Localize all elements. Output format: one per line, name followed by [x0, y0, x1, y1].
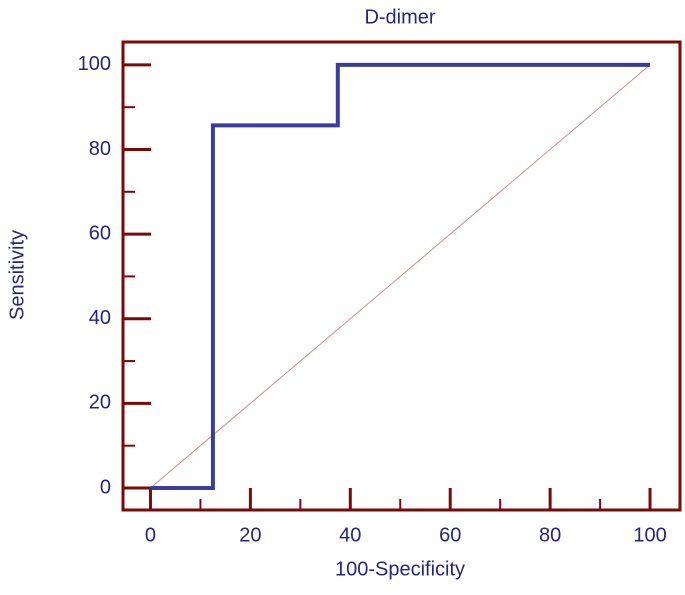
y-tick-label: 80 [89, 138, 111, 160]
x-tick-label: 20 [239, 524, 261, 546]
x-tick-label: 0 [145, 524, 156, 546]
y-tick-label: 100 [78, 53, 111, 75]
y-tick-label: 40 [89, 307, 111, 329]
x-axis-label: 100-Specificity [335, 558, 465, 580]
reference-line [150, 64, 651, 489]
y-tick-label: 0 [100, 476, 111, 498]
y-axis-label: Sensitivity [6, 230, 28, 320]
x-tick-label: 40 [339, 524, 361, 546]
y-tick-label: 60 [89, 222, 111, 244]
x-tick-label: 80 [539, 524, 561, 546]
roc-curve [150, 62, 651, 490]
x-tick-label: 60 [439, 524, 461, 546]
y-tick-label: 20 [89, 392, 111, 414]
chart-title: D-dimer [364, 6, 435, 28]
x-tick-label: 100 [633, 524, 666, 546]
